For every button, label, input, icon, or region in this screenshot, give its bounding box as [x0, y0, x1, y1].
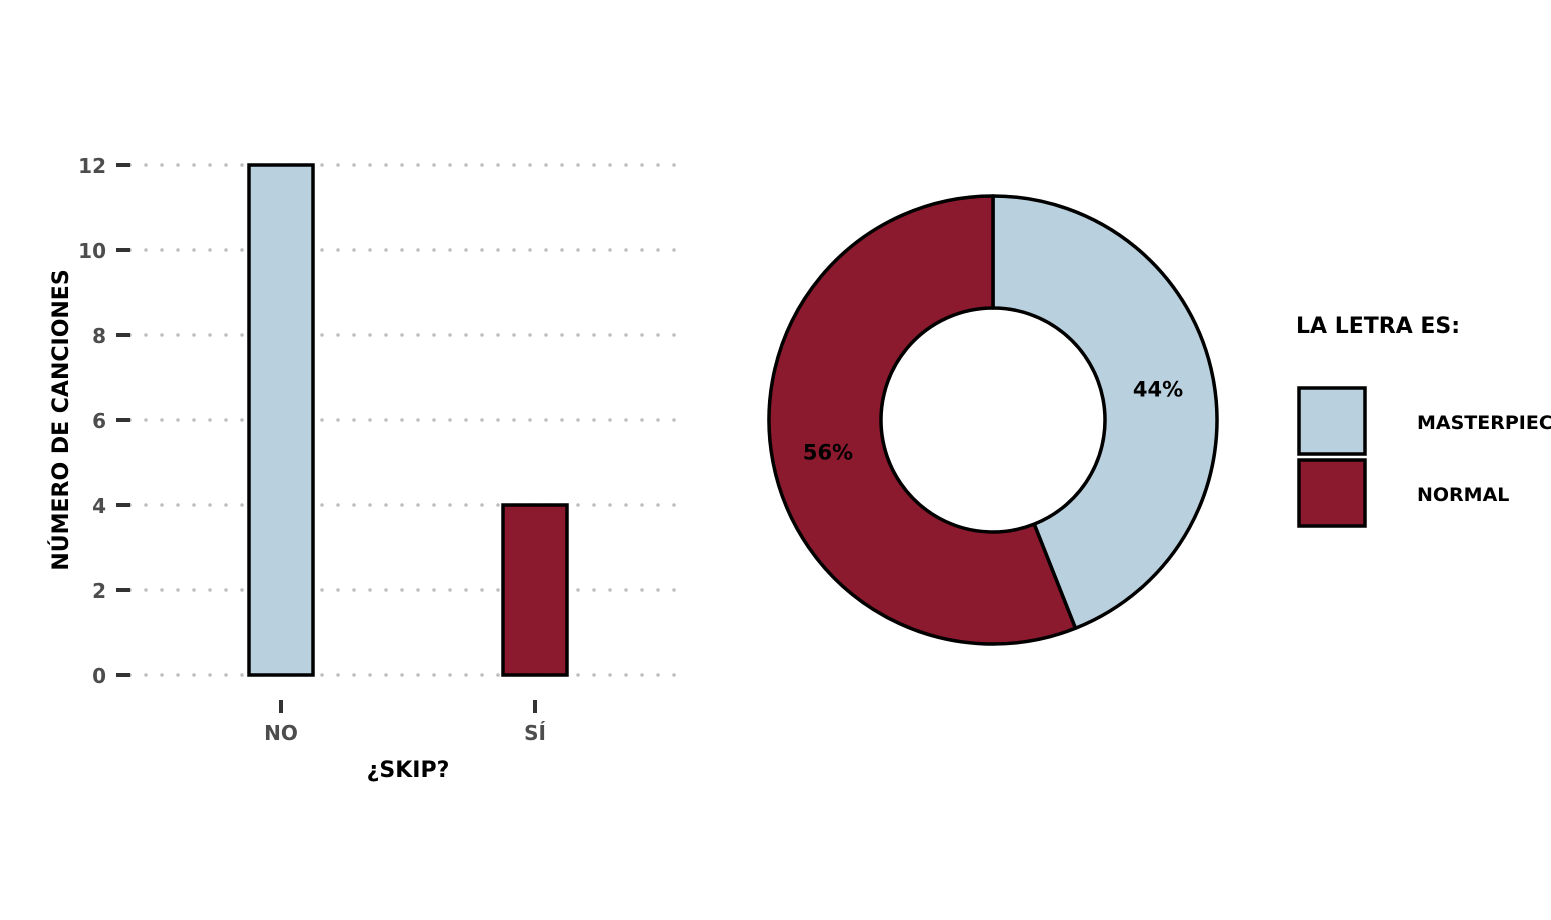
- bar-chart: 0 2 4 6 8 10 12 NO SÍ ¿SKIP? NÚMERO DE CANCIONE…: [48, 154, 682, 783]
- donut-slices: [767, 194, 1219, 646]
- bar-x-axis: NO SÍ: [264, 700, 546, 745]
- bar-sí: [501, 503, 569, 677]
- legend-swatch: [1297, 386, 1367, 456]
- y-tick-label: 2: [92, 579, 106, 603]
- y-tick-label: 0: [92, 664, 106, 688]
- y-tick-label: 4: [92, 494, 106, 518]
- bar-x-axis-title: ¿SKIP?: [367, 758, 450, 783]
- donut-chart: 44% 56%: [767, 194, 1219, 646]
- bar-y-axis-title: NÚMERO DE CANCIONES: [48, 269, 74, 570]
- y-tick-label: 10: [78, 239, 106, 263]
- legend-swatch: [1297, 458, 1367, 528]
- donut-slice-masterpiece: [991, 194, 1219, 631]
- x-tick-label: NO: [264, 721, 298, 745]
- legend-label: MASTERPIECE: [1417, 412, 1551, 434]
- x-tick-label: SÍ: [524, 721, 546, 745]
- legend-item-masterpiece: MASTERPIECE: [1297, 386, 1551, 456]
- legend: LA LETRA ES: MASTERPIECE NORMAL: [1296, 314, 1551, 528]
- y-tick-label: 6: [92, 409, 106, 433]
- bar-y-axis: 0 2 4 6 8 10 12: [78, 154, 130, 688]
- bar-no: [247, 163, 315, 677]
- legend-label: NORMAL: [1417, 484, 1509, 506]
- donut-slice-normal: [767, 194, 1078, 646]
- legend-items: MASTERPIECE NORMAL: [1297, 386, 1551, 528]
- legend-item-normal: NORMAL: [1297, 458, 1509, 528]
- y-tick-label: 12: [78, 154, 106, 178]
- bar-series: [247, 163, 569, 677]
- legend-title: LA LETRA ES:: [1296, 314, 1460, 339]
- bar-gridlines: [128, 163, 682, 677]
- donut-value-label: 56%: [803, 440, 853, 464]
- donut-value-label: 44%: [1133, 378, 1183, 402]
- donut-value-labels: 44% 56%: [803, 378, 1183, 465]
- y-tick-label: 8: [92, 324, 106, 348]
